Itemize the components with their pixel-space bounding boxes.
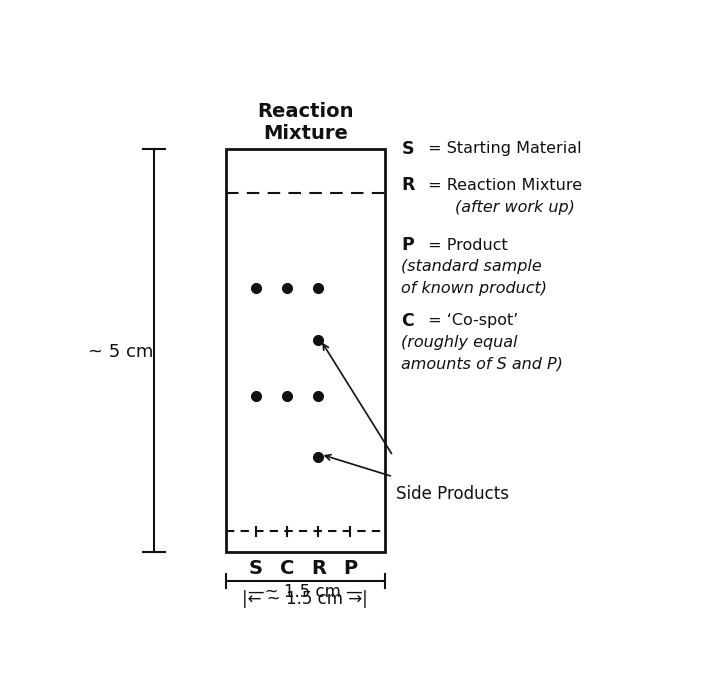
Text: —~ 1.5 cm —: —~ 1.5 cm — <box>248 583 363 602</box>
Text: (roughly equal: (roughly equal <box>401 335 518 350</box>
Text: C: C <box>280 559 294 579</box>
Text: |← ~ 1.5 cm →|: |← ~ 1.5 cm →| <box>243 590 368 608</box>
Text: Reaction
Mixture: Reaction Mixture <box>257 102 354 143</box>
Text: P: P <box>343 559 358 579</box>
Text: = Starting Material: = Starting Material <box>422 141 581 156</box>
Text: amounts of S and P): amounts of S and P) <box>401 357 563 372</box>
Text: Side Products: Side Products <box>396 485 509 502</box>
Bar <box>226 149 385 552</box>
Text: R: R <box>311 559 326 579</box>
Text: R: R <box>401 176 415 194</box>
Text: P: P <box>401 236 414 254</box>
Text: = ‘Co-spot’: = ‘Co-spot’ <box>422 313 518 328</box>
Text: (after work up): (after work up) <box>455 199 575 214</box>
Text: (standard sample: (standard sample <box>401 260 542 274</box>
Text: of known product): of known product) <box>401 281 547 296</box>
Text: S: S <box>248 559 263 579</box>
Text: S: S <box>401 140 414 158</box>
Text: = Product: = Product <box>422 237 507 253</box>
Text: = Reaction Mixture: = Reaction Mixture <box>422 178 582 193</box>
Text: ~ 5 cm: ~ 5 cm <box>88 343 153 361</box>
Text: C: C <box>401 312 414 330</box>
